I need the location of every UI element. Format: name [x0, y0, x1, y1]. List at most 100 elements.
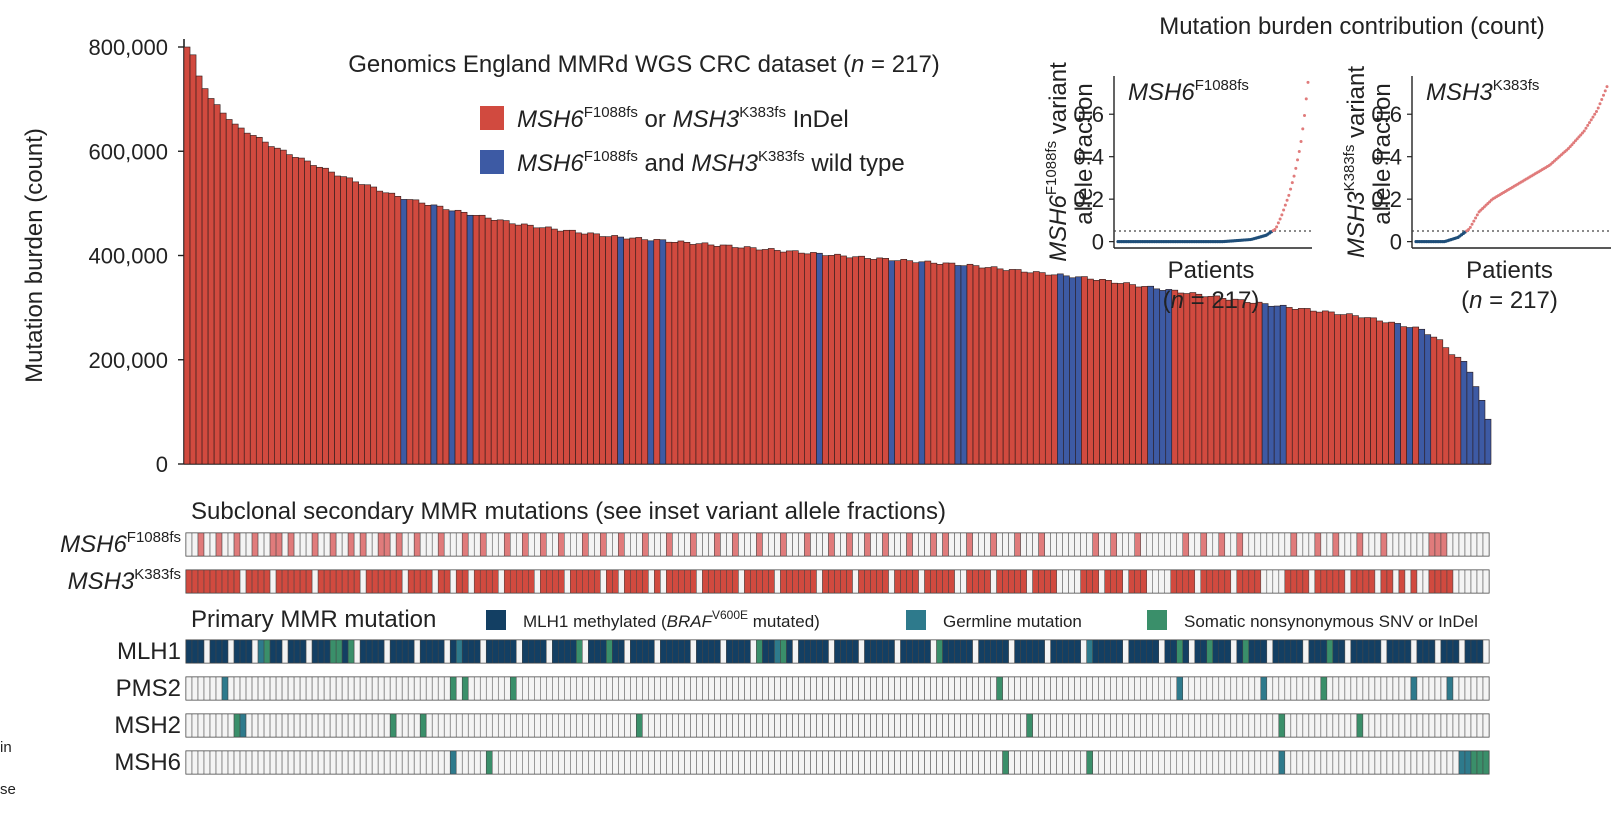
- track-cell-primary-msh2-100: [780, 713, 787, 738]
- track-cell-primary-pms2-107: [822, 676, 829, 701]
- track-cell-primary-mlh1-157: [1122, 639, 1129, 664]
- track-cell-primary-msh6-52: [491, 750, 499, 775]
- track-cell-primary-msh2-150: [1080, 713, 1087, 738]
- bar-patient-164: [1165, 289, 1173, 465]
- track-cell-subclonal-msh3-115: [870, 569, 877, 594]
- track-cell-primary-msh2-211: [1446, 713, 1454, 738]
- bar-patient-124: [924, 260, 932, 465]
- track-cell-primary-msh2-120: [900, 713, 907, 738]
- track-cell-primary-mlh1-196: [1356, 639, 1364, 664]
- track-cell-primary-msh6-32: [371, 750, 379, 775]
- bar-patient-163: [1159, 290, 1167, 465]
- track-cell-subclonal-msh3-136: [996, 569, 1003, 594]
- track-cell-subclonal-msh3-43: [437, 569, 445, 594]
- track-cell-primary-mlh1-82: [672, 639, 679, 664]
- track-cell-primary-mlh1-72: [612, 639, 619, 664]
- track-cell-subclonal-msh6-171: [1206, 532, 1214, 557]
- track-cell-primary-msh2-57: [522, 713, 529, 738]
- track-cell-primary-msh2-40: [419, 713, 427, 738]
- track-cell-primary-pms2-92: [732, 676, 739, 701]
- track-cell-subclonal-msh3-9: [233, 569, 241, 594]
- track-cell-primary-mlh1-96: [756, 639, 763, 664]
- inset-point: [1280, 213, 1284, 217]
- track-cell-primary-pms2-81: [666, 676, 673, 701]
- bar-patient-3: [195, 75, 203, 465]
- track-cell-subclonal-msh6-200: [1380, 532, 1388, 557]
- track-cell-primary-msh6-125: [930, 750, 937, 775]
- track-cell-subclonal-msh6-141: [1026, 532, 1033, 557]
- track-cell-primary-pms2-71: [606, 676, 613, 701]
- track-cell-primary-mlh1-115: [870, 639, 877, 664]
- track-cell-primary-mlh1-15: [269, 639, 277, 664]
- track-cell-primary-msh2-108: [828, 713, 835, 738]
- track-label-mlh1-primary: MLH1: [117, 638, 181, 665]
- track-cell-subclonal-msh3-212: [1452, 569, 1460, 594]
- track-cell-primary-mlh1-19: [293, 639, 301, 664]
- bar-patient-187: [1303, 308, 1311, 465]
- track-cell-primary-pms2-189: [1314, 676, 1322, 701]
- track-cell-primary-msh6-131: [966, 750, 973, 775]
- bar-patient-210: [1442, 347, 1450, 465]
- track-cell-subclonal-msh3-130: [960, 569, 967, 594]
- track-cell-primary-msh6-70: [600, 750, 607, 775]
- track-cell-primary-mlh1-30: [359, 639, 367, 664]
- track-cell-primary-msh2-161: [1146, 713, 1153, 738]
- track-cell-primary-msh6-39: [413, 750, 421, 775]
- inset-point: [1591, 115, 1595, 119]
- track-cell-subclonal-msh3-125: [930, 569, 937, 594]
- track-cell-primary-mlh1-153: [1098, 639, 1105, 664]
- track-cell-primary-pms2-89: [714, 676, 721, 701]
- inset-x-label-n: (n = 217): [1163, 287, 1260, 314]
- track-cell-primary-pms2-169: [1194, 676, 1202, 701]
- track-cell-primary-msh2-141: [1026, 713, 1033, 738]
- track-cell-primary-mlh1-138: [1008, 639, 1015, 664]
- track-cell-primary-pms2-53: [497, 676, 505, 701]
- track-cell-primary-msh2-71: [606, 713, 613, 738]
- track-cell-primary-msh2-64: [564, 713, 571, 738]
- bar-patient-36: [394, 196, 402, 465]
- track-cell-primary-msh2-127: [942, 713, 949, 738]
- track-cell-primary-msh2-175: [1230, 713, 1238, 738]
- inset-point: [1575, 137, 1579, 141]
- track-cell-subclonal-msh3-133: [978, 569, 985, 594]
- track-cell-primary-msh2-143: [1038, 713, 1045, 738]
- track-cell-subclonal-msh3-55: [510, 569, 517, 594]
- track-cell-primary-msh6-80: [660, 750, 667, 775]
- bar-patient-77: [641, 239, 649, 465]
- track-cell-primary-mlh1-87: [702, 639, 709, 664]
- track-cell-subclonal-msh3-58: [528, 569, 535, 594]
- bar-patient-196: [1358, 317, 1365, 465]
- track-cell-subclonal-msh6-125: [930, 532, 937, 557]
- track-cell-primary-mlh1-173: [1218, 639, 1226, 664]
- track-cell-primary-pms2-152: [1092, 676, 1099, 701]
- bar-patient-121: [906, 260, 914, 465]
- inset-point: [1579, 133, 1583, 137]
- track-cell-primary-msh6-35: [389, 750, 397, 775]
- track-cell-subclonal-msh6-169: [1194, 532, 1202, 557]
- track-cell-primary-msh2-121: [906, 713, 913, 738]
- track-cell-primary-msh6-206: [1416, 750, 1424, 775]
- track-cell-primary-msh2-26: [335, 713, 343, 738]
- track-cell-primary-msh6-34: [383, 750, 391, 775]
- track-cell-primary-pms2-166: [1176, 676, 1184, 701]
- track-cell-primary-mlh1-105: [810, 639, 817, 664]
- track-cell-primary-msh6-31: [365, 750, 373, 775]
- track-cell-primary-msh2-154: [1104, 713, 1111, 738]
- track-cell-primary-pms2-28: [347, 676, 355, 701]
- track-cell-primary-pms2-148: [1068, 676, 1075, 701]
- track-cell-subclonal-msh6-202: [1392, 532, 1400, 557]
- track-cell-primary-mlh1-69: [594, 639, 601, 664]
- track-cell-primary-mlh1-84: [684, 639, 691, 664]
- bar-patient-17: [280, 149, 287, 465]
- track-cell-primary-mlh1-145: [1050, 639, 1057, 664]
- track-cell-subclonal-msh6-190: [1320, 532, 1328, 557]
- track-cell-subclonal-msh3-78: [648, 569, 655, 594]
- subclonal-title: Subclonal secondary MMR mutations (see i…: [191, 498, 946, 525]
- track-cell-primary-mlh1-186: [1296, 639, 1304, 664]
- track-cell-primary-mlh1-183: [1278, 639, 1286, 664]
- track-cell-primary-pms2-57: [522, 676, 529, 701]
- track-cell-primary-msh6-151: [1086, 750, 1093, 775]
- track-cell-subclonal-msh3-138: [1008, 569, 1015, 594]
- track-cell-primary-msh2-165: [1170, 713, 1178, 738]
- track-cell-primary-mlh1-169: [1194, 639, 1202, 664]
